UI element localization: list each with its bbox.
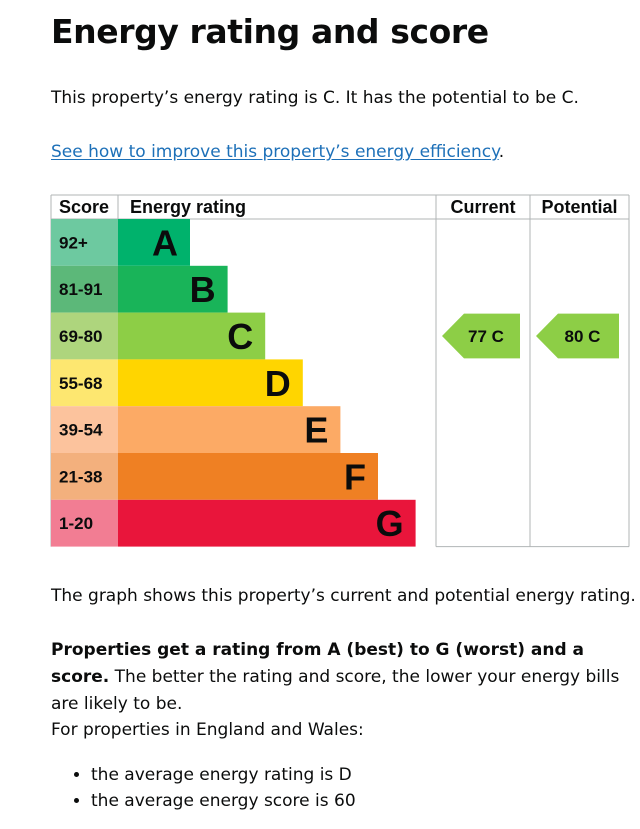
score-cell-f — [51, 453, 118, 500]
rating-letter-c: C — [227, 316, 253, 357]
score-cell-c — [51, 312, 118, 360]
score-cell-a — [51, 219, 118, 266]
graph-note: The graph shows this property’s current … — [51, 586, 636, 606]
score-cell-g — [51, 499, 118, 547]
potential-rating-label: 80 C — [565, 327, 601, 346]
score-range-e: 39-54 — [59, 421, 103, 440]
rating-letter-d: D — [265, 363, 291, 404]
rating-letter-f: F — [344, 456, 366, 497]
rating-note-rest: The better the rating and score, the low… — [51, 667, 620, 714]
list-item: the average energy score is 60 — [91, 788, 356, 814]
header-potential: Potential — [541, 197, 617, 217]
current-rating-arrow — [442, 313, 520, 359]
header-score: Score — [59, 197, 109, 217]
potential-rating-arrow — [536, 313, 619, 359]
rating-bar-a — [118, 219, 190, 266]
score-range-a: 92+ — [59, 233, 88, 252]
rating-bar-f — [118, 453, 378, 500]
rating-letter-b: B — [190, 269, 216, 310]
averages-list: the average energy rating is D the avera… — [51, 762, 356, 814]
score-range-f: 21-38 — [59, 467, 102, 486]
current-rating-label: 77 C — [468, 327, 504, 346]
header-energy-rating: Energy rating — [130, 197, 246, 217]
header-current: Current — [450, 197, 515, 217]
score-cell-b — [51, 265, 118, 313]
improve-paragraph: See how to improve this property’s energ… — [51, 139, 504, 166]
rating-bar-d — [118, 359, 303, 407]
rating-note: Properties get a rating from A (best) to… — [51, 637, 631, 718]
rating-letter-e: E — [304, 410, 328, 451]
score-range-d: 55-68 — [59, 374, 102, 393]
energy-rating-chart: Score Energy rating Current Potential 92+ A 81… — [50, 194, 630, 548]
intro-text: This property’s energy rating is C. It h… — [51, 88, 579, 108]
rating-note-bold: Properties get a rating from A (best) to… — [51, 640, 585, 687]
page-title: Energy rating and score — [51, 12, 489, 51]
rating-letter-a: A — [152, 222, 178, 263]
score-range-b: 81-91 — [59, 280, 102, 299]
score-cell-d — [51, 359, 118, 407]
rating-letter-g: G — [376, 503, 404, 544]
list-item: the average energy rating is D — [91, 762, 356, 788]
rating-bar-c — [118, 312, 266, 360]
improve-efficiency-link[interactable]: See how to improve this property’s energ… — [51, 142, 499, 162]
region-note: For properties in England and Wales: — [51, 720, 364, 740]
rating-bar-e — [118, 406, 341, 453]
rating-bar-b — [118, 265, 228, 313]
rating-bar-g — [118, 499, 416, 547]
improve-punctuation: . — [498, 142, 505, 162]
score-range-g: 1-20 — [59, 514, 93, 533]
score-range-c: 69-80 — [59, 327, 102, 346]
score-cell-e — [51, 406, 118, 453]
